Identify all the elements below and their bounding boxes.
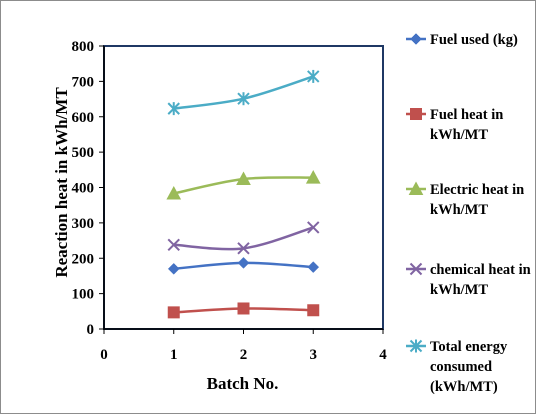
plot-border [103, 45, 384, 330]
y-tick-label: 0 [87, 322, 95, 338]
data-point [307, 69, 320, 83]
legend-label: Electric heat in [430, 182, 524, 198]
y-tick-label: 300 [72, 216, 95, 232]
legend-label: kWh/MT [430, 202, 488, 218]
legend-item: chemical heat in kWh/MT [406, 262, 531, 298]
legend-label: Total energy [430, 339, 508, 355]
x-tick-label: 3 [310, 347, 318, 363]
legend-label: Fuel heat in [430, 107, 503, 123]
x-tick-label: 0 [100, 347, 108, 363]
y-tick-label: 400 [72, 181, 95, 197]
series-2 [167, 302, 320, 319]
data-point [237, 256, 250, 269]
data-point [307, 221, 320, 234]
data-point [167, 102, 180, 116]
data-point [236, 171, 251, 186]
data-point [167, 306, 180, 319]
data-point [167, 263, 180, 275]
legend-label: chemical heat in [430, 262, 531, 278]
series-1 [167, 256, 320, 275]
legend-swatch-marker [410, 108, 422, 120]
data-point [237, 242, 250, 255]
y-axis-title: Reaction heat in kWh/MT [52, 87, 71, 278]
data-point [237, 92, 250, 106]
y-tick-label: 500 [72, 145, 95, 161]
x-tick-label: 4 [379, 347, 387, 363]
series-layer [166, 69, 321, 319]
legend-item: Fuel used (kg) [406, 32, 518, 48]
plot-area [103, 45, 384, 330]
legend-label: kWh/MT [430, 127, 488, 143]
series-5 [167, 69, 320, 116]
legend-label: Fuel used (kg) [430, 32, 518, 48]
legend-label: kWh/MT [430, 282, 488, 298]
axis-layer: 0 100 200 300 400 500 600 700 800 0 1 2 3 4 [72, 39, 388, 363]
legend-item: Electric heat in kWh/MT [406, 181, 524, 218]
legend-label: (kWh/MT) [430, 379, 498, 395]
legend-swatch-marker [409, 339, 423, 353]
legend: Fuel used (kg)Fuel heat inkWh/MTElectric… [406, 32, 531, 395]
y-tick-label: 100 [72, 287, 95, 303]
series-3 [166, 170, 321, 200]
x-tick-label: 1 [170, 347, 178, 363]
data-point [237, 302, 250, 315]
data-point [167, 238, 180, 252]
data-point [166, 185, 182, 200]
data-point [307, 304, 320, 317]
series-4 [167, 221, 320, 255]
x-tick-label: 2 [240, 347, 248, 363]
y-tick-label: 800 [72, 39, 95, 55]
data-point [305, 170, 321, 184]
legend-swatch-marker [409, 262, 423, 276]
data-point [307, 261, 320, 273]
legend-item: Fuel heat in kWh/MT [406, 107, 503, 143]
legend-label: consumed [430, 359, 492, 375]
y-tick-label: 700 [72, 74, 95, 90]
y-tick-label: 600 [72, 110, 95, 126]
y-tick-label: 200 [72, 251, 95, 267]
legend-swatch-marker [408, 181, 424, 195]
legend-item: Total energy consumed (kWh/MT) [406, 339, 508, 395]
legend-swatch-marker [410, 33, 422, 45]
x-axis-title: Batch No. [207, 374, 279, 393]
